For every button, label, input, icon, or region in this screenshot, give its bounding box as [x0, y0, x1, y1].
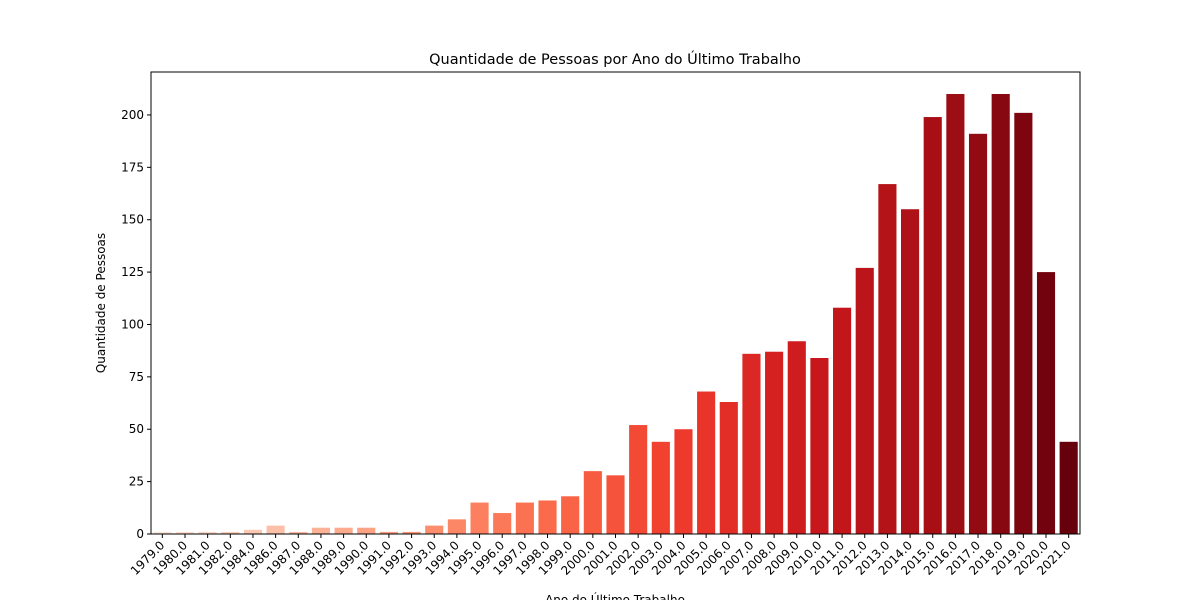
y-tick-label: 175: [121, 160, 144, 174]
bar: [900, 209, 920, 534]
bar: [787, 341, 806, 534]
y-tick-label: 100: [121, 317, 144, 331]
bar: [719, 402, 738, 534]
bar: [833, 307, 852, 534]
bar: [674, 429, 693, 534]
bar: [357, 527, 376, 534]
bar: [629, 425, 648, 534]
bar: [402, 531, 421, 534]
y-tick-label: 0: [136, 527, 144, 541]
bar: [334, 527, 353, 534]
bar: [493, 513, 512, 534]
bar: [810, 358, 829, 534]
bar: [561, 496, 580, 534]
bar: [923, 117, 942, 535]
bar: [1014, 112, 1033, 534]
bar: [425, 525, 444, 534]
bar: [175, 531, 195, 534]
chart-title: Quantidade de Pessoas por Ano do Último …: [429, 50, 801, 68]
y-tick-label: 200: [121, 108, 144, 122]
bar: [991, 94, 1010, 534]
bar: [1036, 272, 1056, 534]
bar: [697, 391, 716, 534]
y-tick-label: 150: [121, 213, 144, 227]
plot-frame: [150, 71, 1081, 535]
bar: [515, 502, 534, 534]
bar: [855, 267, 874, 534]
y-tick-label: 25: [129, 475, 144, 489]
bar: [198, 531, 217, 534]
bar: [968, 133, 988, 535]
bar: [153, 531, 172, 534]
bar: [583, 471, 602, 534]
bar: [878, 184, 897, 534]
bar: [447, 519, 466, 534]
bar: [606, 475, 625, 534]
y-axis-label: Quantidade de Pessoas: [94, 233, 108, 373]
bar: [651, 441, 670, 534]
bar: [1059, 441, 1078, 534]
y-tick-label: 75: [129, 370, 144, 384]
bar: [470, 502, 489, 534]
bar: [243, 529, 263, 534]
bar: [289, 531, 308, 534]
y-tick-label: 125: [121, 265, 144, 279]
bar: [765, 351, 784, 534]
x-axis-label: Ano do Último Trabalho: [545, 592, 685, 600]
bar: [742, 353, 761, 534]
y-tick-label: 50: [129, 422, 144, 436]
bar: [946, 94, 965, 534]
bar: [379, 531, 398, 534]
bar: [266, 525, 285, 534]
bar: [221, 531, 240, 534]
bar: [311, 527, 331, 534]
bar: [538, 500, 557, 534]
